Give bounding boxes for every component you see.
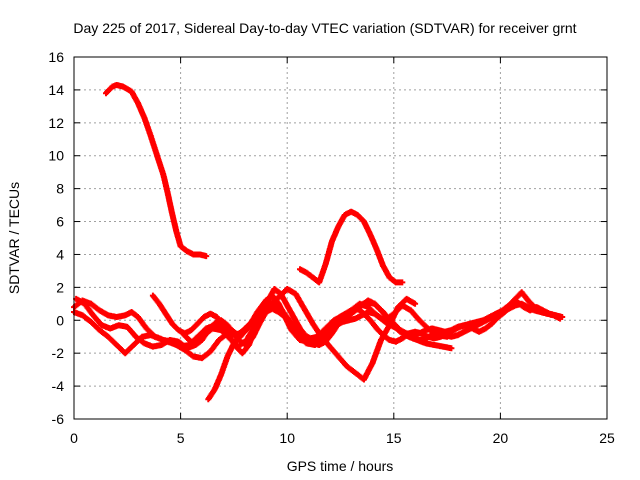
data-point-segment [218, 355, 230, 378]
data-point-segment [322, 239, 335, 268]
y-tick-label: 4 [56, 246, 64, 262]
data-point-segment [282, 314, 294, 326]
y-tick-label: 0 [56, 312, 64, 328]
data-point-segment [292, 290, 307, 311]
x-axis-label: GPS time / hours [287, 458, 394, 474]
y-tick-label: 8 [56, 181, 64, 197]
x-tick-label: 25 [599, 430, 615, 446]
data-point-segment [525, 297, 537, 309]
axis-ticks: 0 5 10 15 20 25 -6 -4 -2 0 2 4 6 8 10 12 14 16 [48, 49, 615, 446]
data-point-segment [250, 321, 262, 340]
data-point-segment [196, 251, 210, 260]
data-point-segment [329, 224, 341, 245]
data-point-segment [378, 307, 390, 319]
data-point-segment [267, 295, 281, 309]
x-tick-label: 5 [177, 430, 185, 446]
data-point-segment [316, 262, 328, 286]
y-tick-label: -4 [52, 378, 65, 394]
series-arc-2 [297, 208, 406, 286]
data-point-segment [188, 321, 200, 334]
data-point-segment [384, 314, 396, 326]
data-point-segment [439, 343, 455, 352]
data-point-segment [237, 325, 249, 337]
x-tick-label: 15 [386, 430, 402, 446]
data-point-segment [169, 320, 181, 332]
data-point-segment [211, 372, 224, 393]
data-point-segment [367, 231, 380, 252]
y-tick-label: -2 [52, 345, 65, 361]
data-point-segment [390, 320, 403, 332]
data-point-segment [109, 82, 119, 90]
data-point-segment [550, 312, 564, 320]
y-tick-label: 16 [48, 49, 64, 65]
chart-title: Day 225 of 2017, Sidereal Day-to-day VTE… [73, 20, 576, 36]
data-point-segment [403, 295, 419, 307]
data-point-segment [361, 218, 373, 237]
plot-frame [73, 56, 608, 420]
data-point-segment [141, 114, 154, 138]
y-tick-label: 14 [48, 82, 64, 98]
series-arc-8 [205, 297, 564, 403]
data-point-segment [288, 320, 300, 332]
data-points [71, 82, 566, 403]
series-arc-1 [103, 82, 210, 260]
data-point-segment [301, 305, 315, 326]
x-tick-label: 10 [279, 430, 295, 446]
data-point-segment [224, 341, 237, 360]
data-point-segment [371, 300, 383, 313]
data-point-segment [369, 338, 384, 367]
data-point-segment [488, 315, 501, 327]
y-tick-label: 2 [56, 279, 64, 295]
data-point-segment [194, 315, 206, 327]
data-point-segment [361, 361, 375, 383]
y-axis-label: SDTVAR / TECUs [6, 182, 22, 294]
x-tick-label: 0 [70, 430, 78, 446]
data-point-segment [205, 321, 217, 334]
y-tick-label: -6 [52, 411, 65, 427]
y-tick-label: 10 [48, 148, 64, 164]
data-point-segment [354, 212, 366, 224]
data-point-segment [392, 279, 406, 286]
y-tick-label: 6 [56, 214, 64, 230]
data-point-segment [154, 152, 167, 177]
y-tick-label: 12 [48, 115, 64, 131]
x-tick-label: 20 [493, 430, 509, 446]
data-point-segment [103, 84, 115, 97]
data-point-segment [135, 100, 147, 120]
